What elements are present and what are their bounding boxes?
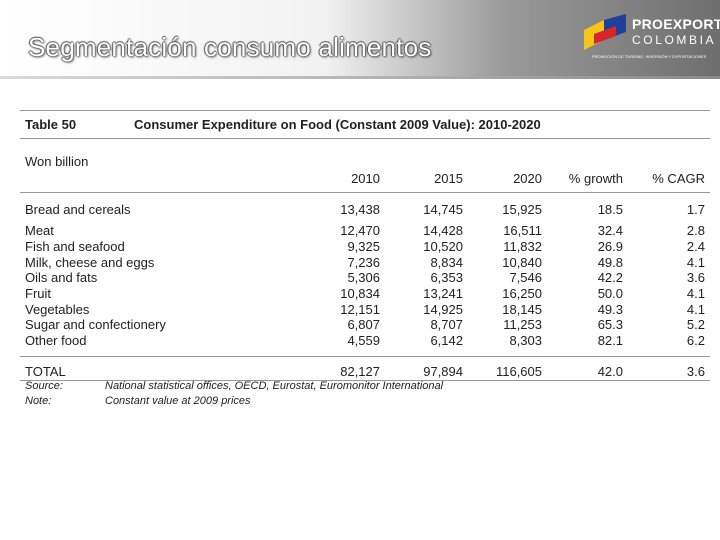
cell-2020: 11,253 (503, 317, 542, 332)
cell-2020: 10,840 (502, 255, 542, 270)
cell-2010: 6,807 (347, 317, 380, 332)
cell-cagr: 1.7 (686, 202, 705, 217)
cell-2010: 13,438 (340, 202, 380, 217)
row-label: Vegetables (25, 302, 90, 317)
cell-growth: 26.9 (597, 239, 623, 254)
table-top-rule (20, 110, 710, 111)
cell-cagr: 6.2 (686, 333, 705, 348)
header-rule (20, 192, 710, 193)
slide-header: Segmentación consumo alimentos PROEXPORT… (0, 0, 720, 78)
total-row: TOTAL 82,127 97,894 116,605 42.0 3.6 (20, 364, 710, 380)
row-label: Oils and fats (25, 270, 98, 285)
cell-2010: 12,151 (340, 302, 380, 317)
cell-growth: 18.5 (597, 202, 623, 217)
cell-cagr: 2.4 (686, 239, 705, 254)
table-row: Fish and seafood 9,325 10,520 11,832 26.… (20, 239, 710, 255)
cell-2015: 8,707 (430, 317, 463, 332)
source-text: National statistical offices, OECD, Euro… (105, 380, 444, 392)
table-row: Meat 12,470 14,428 16,511 32.4 2.8 (20, 223, 710, 239)
total-cagr: 3.6 (686, 364, 705, 379)
table-row: Oils and fats 5,306 6,353 7,546 42.2 3.6 (20, 270, 710, 286)
cell-cagr: 2.8 (686, 223, 705, 238)
row-label: Fruit (25, 286, 51, 301)
cell-2020: 8,303 (509, 333, 542, 348)
cell-2020: 16,511 (503, 223, 542, 238)
table-row: Other food 4,559 6,142 8,303 82.1 6.2 (20, 333, 710, 349)
table-row: Sugar and confectionery 6,807 8,707 11,2… (20, 317, 710, 333)
total-rule (20, 356, 710, 357)
table-row: Fruit 10,834 13,241 16,250 50.0 4.1 (20, 286, 710, 302)
cell-2015: 14,428 (423, 223, 463, 238)
cell-2020: 15,925 (502, 202, 542, 217)
row-label: Bread and cereals (25, 202, 131, 217)
cell-cagr: 5.2 (686, 317, 705, 332)
logo-tagline: PROMOCIÓN DE TURISMO, INVERSIÓN Y EXPORT… (592, 54, 707, 59)
table-units: Won billion (25, 154, 89, 169)
cell-2015: 10,520 (423, 239, 463, 254)
slide-title: Segmentación consumo alimentos (28, 32, 432, 62)
col-header-2020: 2020 (513, 171, 542, 186)
row-label: Fish and seafood (25, 239, 125, 254)
cell-2015: 6,353 (430, 270, 463, 285)
cell-2020: 11,832 (503, 239, 542, 254)
row-label: Meat (25, 223, 54, 238)
cell-2010: 5,306 (347, 270, 380, 285)
cell-2020: 18,145 (502, 302, 542, 317)
table-row: Bread and cereals 13,438 14,745 15,925 1… (20, 202, 710, 218)
cell-cagr: 4.1 (686, 302, 705, 317)
caption-rule (20, 138, 710, 139)
proexport-logo-icon (584, 14, 626, 50)
cell-growth: 42.2 (597, 270, 623, 285)
cell-2010: 4,559 (347, 333, 380, 348)
bottom-rule (20, 380, 710, 381)
header-divider (0, 76, 720, 79)
cell-growth: 50.0 (597, 286, 623, 301)
row-label: Other food (25, 333, 87, 348)
table-caption: Consumer Expenditure on Food (Constant 2… (134, 117, 541, 132)
total-label: TOTAL (25, 364, 66, 379)
note-text: Constant value at 2009 prices (105, 395, 251, 407)
note-label: Note: (25, 395, 52, 407)
table-number: Table 50 (25, 117, 77, 132)
col-header-2010: 2010 (351, 171, 380, 186)
cell-2015: 14,745 (423, 202, 463, 217)
cell-growth: 82.1 (597, 333, 623, 348)
proexport-logo: PROEXPORT COLOMBIA PROMOCIÓN DE TURISMO,… (582, 10, 720, 64)
cell-2020: 16,250 (502, 286, 542, 301)
cell-2010: 12,470 (340, 223, 380, 238)
cell-growth: 49.3 (597, 302, 623, 317)
total-2010: 82,127 (340, 364, 380, 379)
cell-growth: 49.8 (597, 255, 623, 270)
cell-2015: 14,925 (423, 302, 463, 317)
row-label: Sugar and confectionery (25, 317, 166, 332)
cell-2015: 6,142 (430, 333, 463, 348)
cell-2020: 7,546 (509, 270, 542, 285)
table-row: Vegetables 12,151 14,925 18,145 49.3 4.1 (20, 302, 710, 318)
col-header-cagr: % CAGR (652, 171, 705, 186)
cell-growth: 32.4 (597, 223, 623, 238)
source-label: Source: (25, 380, 63, 392)
cell-2010: 9,325 (347, 239, 380, 254)
logo-country: COLOMBIA (632, 33, 717, 47)
cell-2010: 10,834 (340, 286, 380, 301)
total-2020: 116,605 (495, 364, 542, 379)
cell-cagr: 4.1 (686, 286, 705, 301)
col-header-2015: 2015 (434, 171, 463, 186)
cell-cagr: 3.6 (686, 270, 705, 285)
cell-2015: 8,834 (430, 255, 463, 270)
cell-2015: 13,241 (423, 286, 463, 301)
row-label: Milk, cheese and eggs (25, 255, 155, 270)
total-2015: 97,894 (423, 364, 463, 379)
cell-cagr: 4.1 (686, 255, 705, 270)
table-row: Milk, cheese and eggs 7,236 8,834 10,840… (20, 255, 710, 271)
total-growth: 42.0 (597, 364, 623, 379)
logo-wordmark: PROEXPORT (632, 16, 720, 32)
cell-2010: 7,236 (347, 255, 380, 270)
cell-growth: 65.3 (597, 317, 623, 332)
col-header-growth: % growth (568, 171, 623, 186)
